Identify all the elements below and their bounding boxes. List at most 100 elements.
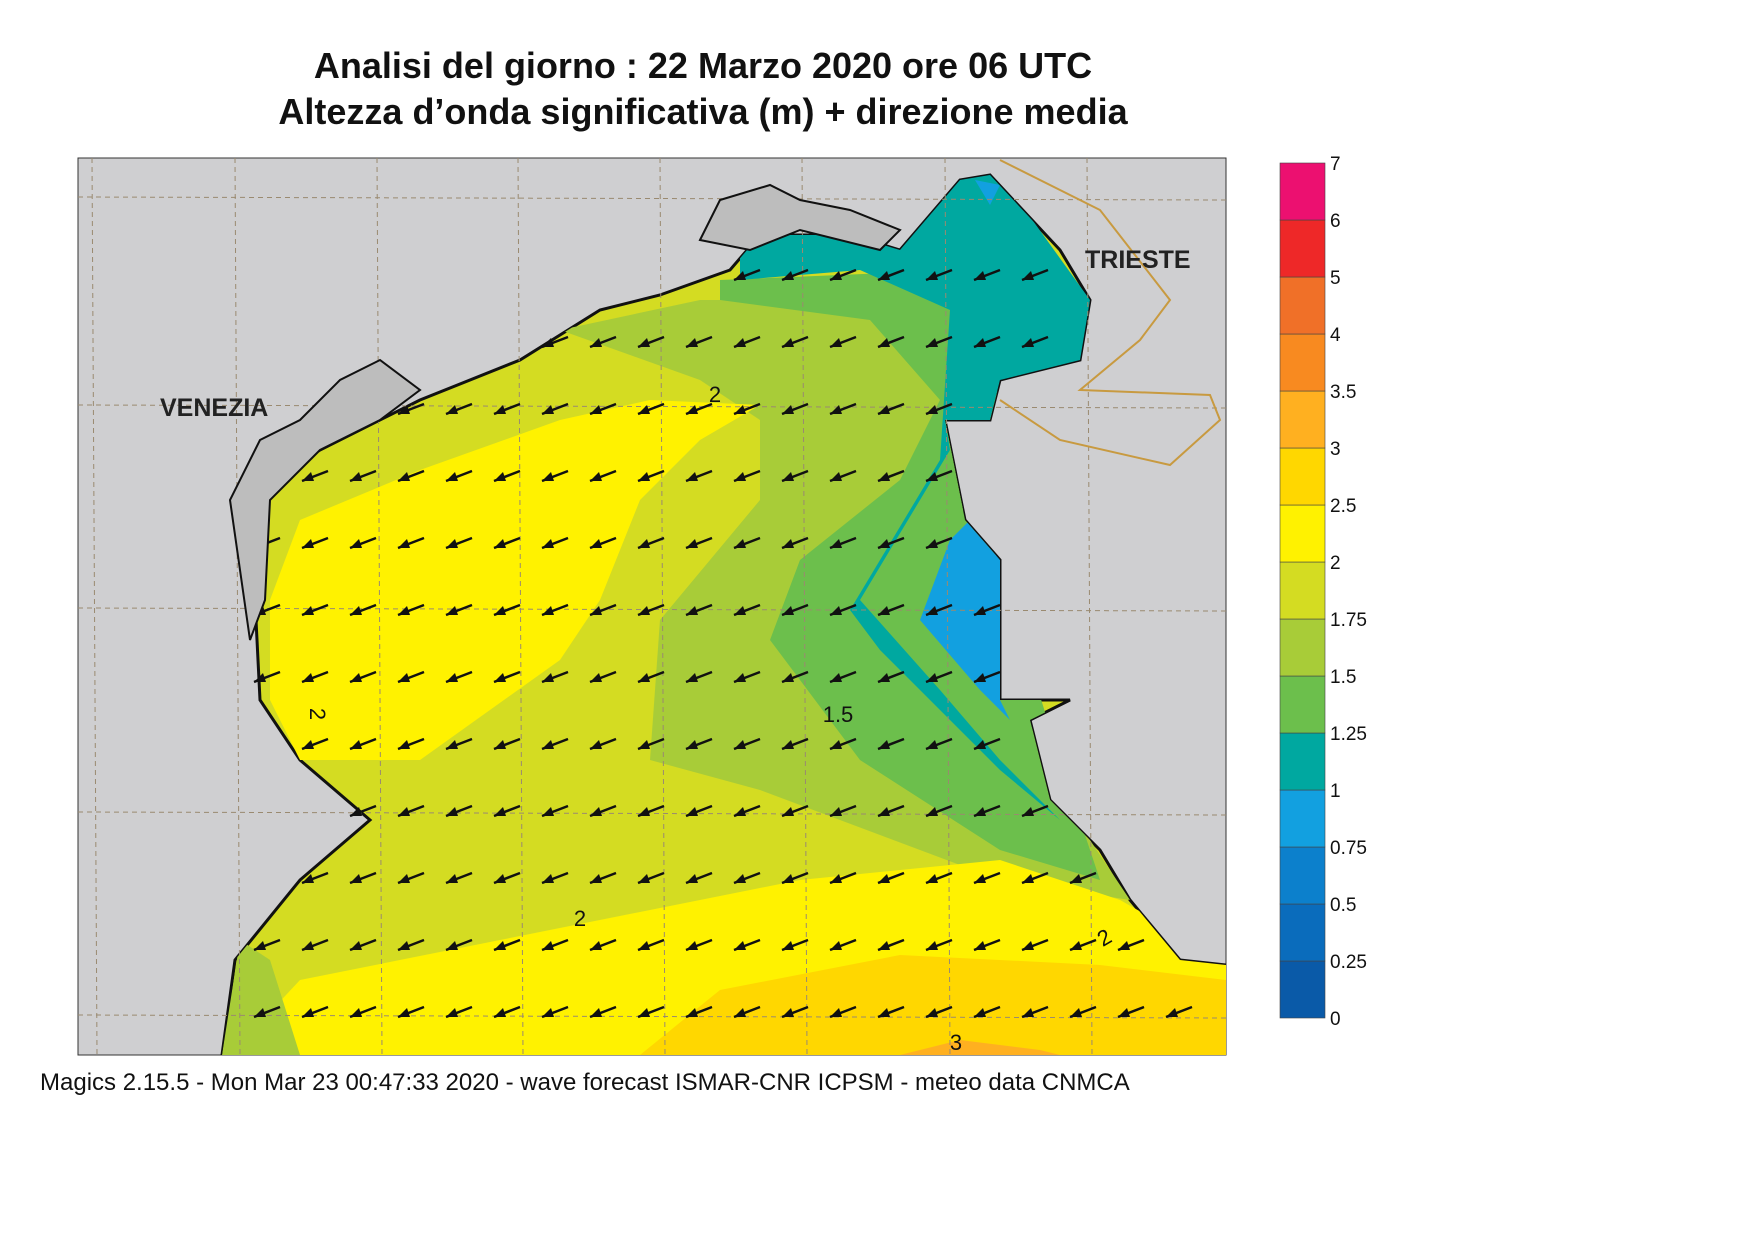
wave-arrow-head (782, 740, 794, 749)
wave-arrow-head (926, 807, 938, 816)
wave-arrow-head (302, 673, 314, 682)
wave-arrow-head (1166, 1008, 1178, 1017)
wave-arrow-head (590, 405, 602, 414)
zone-1 (740, 175, 1090, 820)
wave-arrow-head (782, 338, 794, 347)
graticule (91, 158, 98, 1055)
colorbar-tick-label: 1 (1330, 781, 1341, 802)
wave-arrow-head (398, 740, 410, 749)
colorbar-bin (1279, 846, 1326, 905)
graticule (517, 158, 524, 1055)
wave-arrow-head (494, 405, 506, 414)
border (999, 159, 1222, 467)
wave-arrow-head (734, 807, 746, 816)
wave-arrow-head (878, 405, 890, 414)
wave-arrow-head (686, 874, 698, 883)
wave-arrow-head (782, 472, 794, 481)
wave-arrow-head (590, 740, 602, 749)
colorbar-tick-label: 1.75 (1330, 610, 1367, 631)
wave-arrow-head (686, 539, 698, 548)
wave-arrow-head (542, 1008, 554, 1017)
wave-arrow-head (254, 673, 266, 682)
wave-arrow-head (350, 673, 362, 682)
colorbar-bin (1279, 162, 1326, 221)
wave-arrow-head (974, 673, 986, 682)
wave-arrow-head (350, 539, 362, 548)
wave-arrow-head (686, 405, 698, 414)
wave-arrow-head (830, 1008, 842, 1017)
graticule (78, 811, 1226, 816)
wave-arrow-head (686, 606, 698, 615)
colorbar-tick-label: 7 (1330, 154, 1341, 175)
wave-arrow-head (926, 472, 938, 481)
graticule (376, 158, 383, 1055)
wave-arrow-head (878, 807, 890, 816)
wave-arrow-head (590, 807, 602, 816)
wave-arrow-head (494, 539, 506, 548)
colorbar-tick-label: 2.5 (1330, 496, 1356, 517)
wave-arrow-head (494, 472, 506, 481)
wave-arrow-head (926, 941, 938, 950)
zone-0-75 (920, 180, 1010, 720)
wave-arrow-head (638, 338, 650, 347)
colorbar-tick-label: 3 (1330, 439, 1341, 460)
zone-2 (230, 400, 1226, 1055)
colorbar-tick-label: 3.5 (1330, 382, 1356, 403)
wave-arrow-head (782, 405, 794, 414)
colorbar-bin (1279, 561, 1326, 620)
wave-arrow-head (494, 606, 506, 615)
wave-arrow-head (638, 1008, 650, 1017)
wave-arrow-head (398, 472, 410, 481)
wave-arrow-head (686, 673, 698, 682)
contour-label: 3 (950, 1030, 962, 1055)
wave-arrow-head (494, 874, 506, 883)
wave-arrow-head (686, 1008, 698, 1017)
zone-3 (900, 1040, 1060, 1055)
wave-arrow-head (590, 1008, 602, 1017)
colorbar-bin (1279, 504, 1326, 563)
wave-arrow-head (926, 874, 938, 883)
wave-arrow-head (398, 807, 410, 816)
wave-arrow-head (542, 405, 554, 414)
wave-arrow-head (974, 874, 986, 883)
colorbar-bin (1279, 960, 1326, 1019)
colorbar-tick-label: 0 (1330, 1009, 1341, 1030)
colorbar-bin (1279, 732, 1326, 791)
graticule (78, 1014, 1226, 1019)
wave-arrow-head (830, 807, 842, 816)
wave-arrow-head (974, 941, 986, 950)
wave-arrow-head (1118, 941, 1130, 950)
wave-arrow-head (638, 740, 650, 749)
wave-arrow-head (1022, 941, 1034, 950)
wave-arrow-head (638, 405, 650, 414)
wave-arrow-head (542, 606, 554, 615)
graticule (801, 158, 808, 1055)
wave-arrow-head (974, 606, 986, 615)
wave-arrow-head (302, 539, 314, 548)
wave-arrow-head (926, 338, 938, 347)
wave-arrow-head (398, 606, 410, 615)
wave-arrow-head (878, 740, 890, 749)
wave-arrow-head (782, 807, 794, 816)
wave-arrow-head (782, 606, 794, 615)
wave-arrow-head (1118, 1008, 1130, 1017)
wave-arrow-head (542, 807, 554, 816)
map: VENEZIA TRIESTE 2 1.5 2 2 2 3 (77, 157, 1227, 1056)
colorbar-bin (1279, 333, 1326, 392)
place-label: VENEZIA (160, 394, 268, 422)
wave-arrow-head (446, 606, 458, 615)
wave-arrow-head (542, 338, 554, 347)
contour-label: 2 (709, 382, 721, 407)
lagoon (228, 183, 902, 641)
wave-arrow-head (926, 539, 938, 548)
wave-arrow-head (926, 606, 938, 615)
wave-arrow-head (782, 673, 794, 682)
wave-arrow-head (734, 874, 746, 883)
wave-arrow-head (302, 874, 314, 883)
wave-arrow-head (830, 606, 842, 615)
wave-arrow-head (734, 271, 746, 280)
wave-arrow-head (590, 606, 602, 615)
wave-arrow-head (782, 941, 794, 950)
wave-arrow-head (302, 740, 314, 749)
wave-arrow-head (734, 405, 746, 414)
